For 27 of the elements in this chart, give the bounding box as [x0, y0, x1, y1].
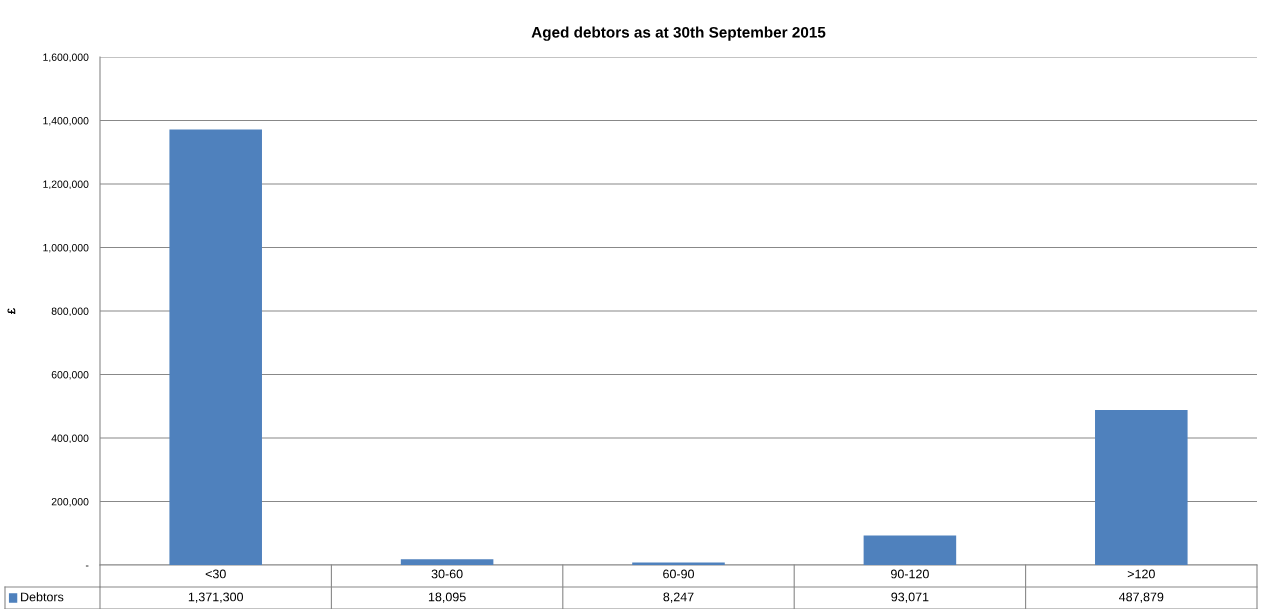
y-tick-label: 1,600,000	[43, 53, 89, 63]
y-tick-label: 1,000,000	[43, 244, 89, 253]
chart-title: Aged debtors as at 30th September 2015	[531, 26, 826, 41]
y-tick-label: 200,000	[51, 498, 89, 507]
x-tick-label: 60-90	[663, 569, 694, 579]
data-label: 93,071	[891, 592, 929, 603]
x-tick-label: 30-60	[431, 569, 463, 579]
y-axis-title: £	[7, 308, 16, 314]
x-tick-label: >120	[1127, 569, 1155, 579]
bar	[169, 129, 262, 565]
data-label: 487,879	[1119, 592, 1164, 603]
y-tick-label: -	[85, 565, 89, 567]
legend-label: Debtors	[21, 592, 64, 602]
y-tick-label: 800,000	[51, 307, 89, 317]
data-label: 1,371,300	[188, 592, 244, 603]
y-tick-label: 1,200,000	[43, 180, 89, 190]
bar	[863, 535, 957, 565]
data-label: 8,247	[663, 592, 694, 603]
x-tick-label: <30	[205, 569, 226, 579]
y-tick-label: 1,400,000	[43, 117, 89, 126]
x-tick-label: 90-120	[891, 569, 929, 579]
bar	[632, 562, 725, 565]
bar	[1095, 410, 1188, 565]
y-tick-label: 400,000	[51, 434, 89, 444]
data-label: 18,095	[428, 592, 466, 603]
bar	[400, 559, 494, 565]
y-tick-label: 600,000	[51, 371, 89, 380]
